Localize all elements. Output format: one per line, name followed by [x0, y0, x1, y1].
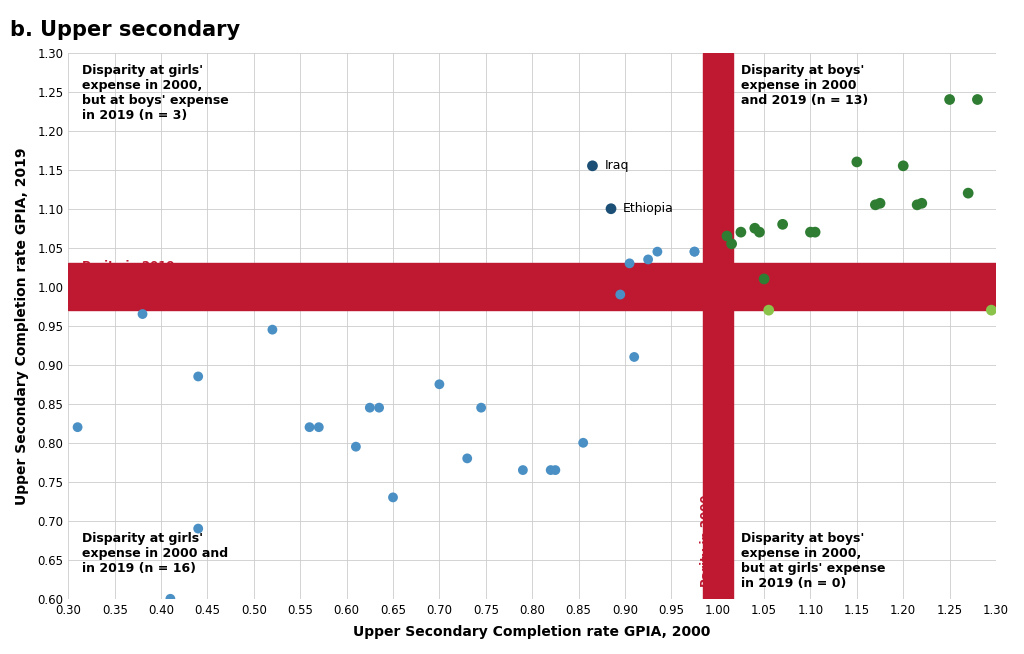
Point [746, 223, 763, 233]
Point [686, 247, 702, 257]
Point [603, 203, 620, 214]
Point [723, 239, 739, 249]
Point [686, 247, 702, 257]
Point [895, 161, 911, 171]
Point [867, 199, 884, 210]
Point [640, 254, 656, 265]
Point [756, 274, 772, 284]
Text: Disparity at boys'
expense in 2000,
but at girls' expense
in 2019 (n = 0): Disparity at boys' expense in 2000, but … [741, 532, 886, 591]
Point [264, 324, 281, 335]
Point [361, 402, 378, 413]
Point [909, 199, 926, 210]
Point [310, 422, 327, 432]
Text: Parity in 2000: Parity in 2000 [699, 494, 713, 587]
Bar [702, 53, 732, 599]
Point [622, 258, 638, 269]
Text: Ethiopia: Ethiopia [623, 202, 674, 215]
Text: Parity in 2019: Parity in 2019 [82, 260, 175, 273]
Text: Iraq: Iraq [604, 160, 629, 172]
Point [431, 379, 447, 390]
Text: Disparity at girls'
expense in 2000,
but at boys' expense
in 2019 (n = 3): Disparity at girls' expense in 2000, but… [82, 64, 229, 122]
Point [983, 305, 999, 315]
Text: Disparity at boys'
expense in 2000
and 2019 (n = 13): Disparity at boys' expense in 2000 and 2… [741, 64, 868, 107]
Point [473, 402, 489, 413]
Point [385, 492, 401, 503]
Point [941, 94, 957, 105]
Point [70, 422, 86, 432]
Text: b. Upper secondary: b. Upper secondary [10, 20, 241, 40]
Point [959, 188, 976, 198]
Point [190, 371, 207, 382]
Point [459, 453, 475, 464]
Point [348, 441, 365, 452]
Point [733, 227, 750, 237]
Point [752, 227, 768, 237]
Point [802, 227, 818, 237]
Point [575, 438, 592, 448]
Point [970, 94, 986, 105]
Point [719, 231, 735, 241]
Point [649, 247, 666, 257]
Point [301, 422, 317, 432]
Text: Disparity at girls'
expense in 2000 and
in 2019 (n = 16): Disparity at girls' expense in 2000 and … [82, 532, 228, 576]
Point [190, 523, 207, 534]
Point [849, 157, 865, 167]
Point [543, 465, 559, 475]
Point [612, 289, 629, 300]
Point [913, 198, 930, 209]
Point [585, 161, 601, 171]
Point [515, 465, 531, 475]
Point [626, 352, 642, 362]
Point [134, 309, 151, 319]
Bar [69, 264, 996, 310]
Point [871, 198, 888, 209]
Point [371, 402, 387, 413]
Point [774, 219, 791, 230]
X-axis label: Upper Secondary Completion rate GPIA, 2000: Upper Secondary Completion rate GPIA, 20… [353, 625, 711, 639]
Y-axis label: Upper Secondary Completion rate GPIA, 2019: Upper Secondary Completion rate GPIA, 20… [15, 147, 29, 504]
Point [547, 465, 563, 475]
Point [761, 305, 777, 315]
Point [807, 227, 823, 237]
Point [162, 594, 178, 604]
